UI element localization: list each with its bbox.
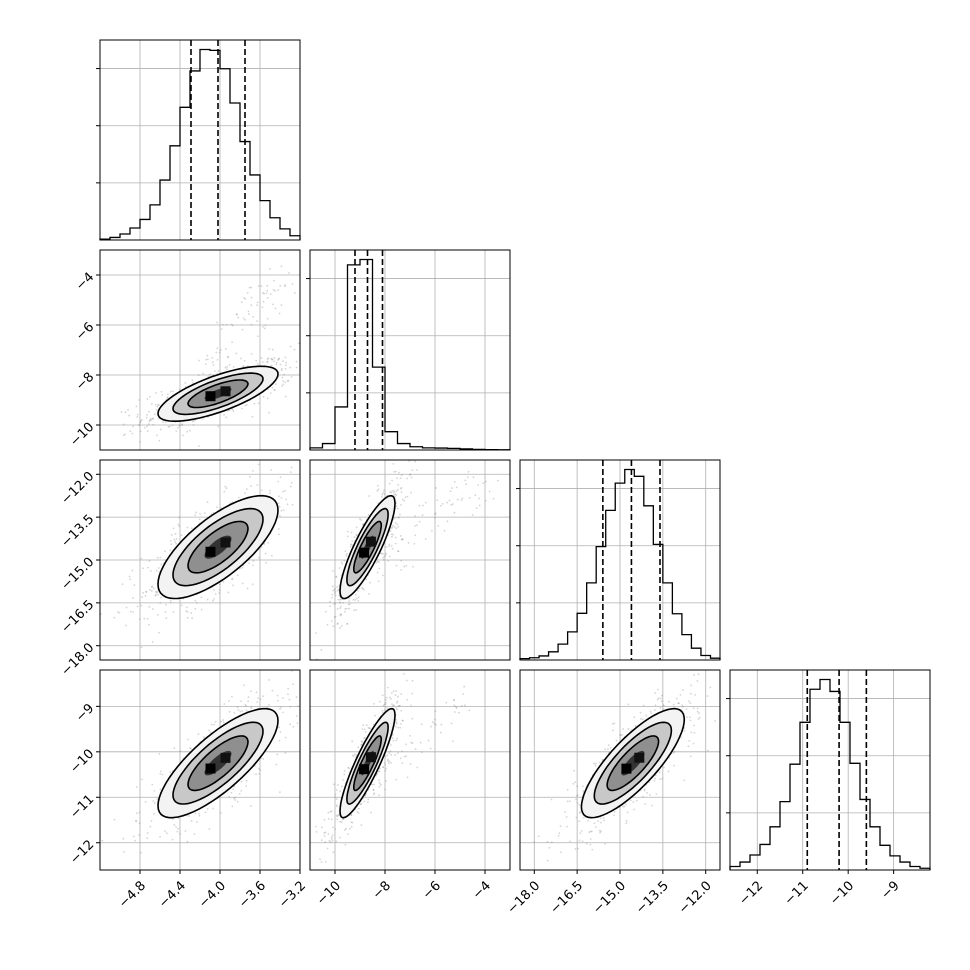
y-tick-label: −6 — [73, 320, 97, 344]
density-cell — [634, 752, 645, 763]
x-tick-label: −10 — [314, 878, 344, 908]
x-tick-label: −4.4 — [156, 878, 189, 911]
density-cell — [205, 546, 216, 557]
y-tick-label: −16.5 — [59, 598, 98, 637]
histogram-line-0 — [99, 48, 301, 240]
histogram-line-3 — [729, 678, 931, 870]
scatter-panel-2-0 — [99, 459, 301, 661]
panel-frame — [99, 249, 301, 451]
scatter-points — [315, 460, 499, 660]
histogram-panel-0 — [96, 39, 301, 241]
histogram-line-1 — [309, 258, 511, 451]
density-cell — [365, 752, 376, 763]
x-tick-label: −18.0 — [505, 878, 544, 917]
x-tick-label: −15.0 — [590, 878, 629, 917]
x-tick-label: −6 — [420, 878, 444, 902]
histogram-panel-1 — [306, 249, 511, 451]
density-cell — [220, 537, 231, 548]
panel-frame — [309, 669, 511, 871]
y-tick-label: −4 — [73, 270, 97, 294]
scatter-points — [314, 673, 471, 863]
panel-frame — [729, 669, 931, 871]
scatter-points — [120, 265, 300, 447]
density-cell — [220, 752, 231, 763]
x-tick-label: −9 — [879, 878, 903, 902]
x-tick-label: −3.2 — [276, 878, 309, 911]
y-tick-label: −12 — [67, 837, 97, 867]
x-tick-label: −10 — [827, 878, 857, 908]
density-cell — [359, 764, 370, 775]
y-tick-label: −9 — [73, 701, 97, 725]
x-tick-label: −12.0 — [676, 878, 715, 917]
y-tick-label: −10 — [67, 420, 97, 450]
scatter-panel-3-2 — [519, 669, 721, 871]
y-tick-label: −12.0 — [59, 469, 98, 508]
y-tick-label: −18.0 — [59, 640, 98, 679]
x-tick-label: −4.0 — [196, 878, 229, 911]
density-cell — [205, 763, 216, 774]
x-tick-label: −11 — [782, 878, 812, 908]
x-tick-label: −4.8 — [116, 878, 149, 911]
histogram-panel-3 — [726, 669, 931, 871]
panel-frame — [309, 249, 511, 451]
y-tick-label: −8 — [73, 370, 97, 394]
x-tick-label: −3.6 — [236, 878, 269, 911]
histogram-panel-2 — [516, 459, 721, 661]
x-tick-label: −12 — [736, 878, 766, 908]
x-tick-label: −8 — [370, 878, 394, 902]
histogram-line-2 — [519, 468, 721, 660]
y-tick-label: −13.5 — [59, 512, 98, 551]
panel-frame — [519, 459, 721, 661]
scatter-panel-3-0 — [99, 669, 301, 871]
panel-frame — [99, 39, 301, 241]
x-tick-label: −16.5 — [547, 878, 586, 917]
y-tick-label: −15.0 — [59, 555, 98, 594]
x-tick-label: −13.5 — [633, 878, 672, 917]
density-cell — [621, 763, 632, 774]
y-tick-label: −11 — [67, 792, 97, 822]
density-cell — [205, 391, 216, 402]
density-cell — [365, 536, 376, 547]
panel-frame — [309, 459, 511, 661]
panel-frame — [99, 669, 301, 871]
density-cell — [220, 386, 231, 397]
x-tick-label: −4 — [470, 878, 494, 902]
scatter-panel-1-0 — [99, 249, 301, 451]
y-tick-label: −10 — [67, 747, 97, 777]
scatter-panel-2-1 — [309, 459, 511, 661]
scatter-panel-3-1 — [309, 669, 511, 871]
density-cell — [359, 547, 370, 558]
